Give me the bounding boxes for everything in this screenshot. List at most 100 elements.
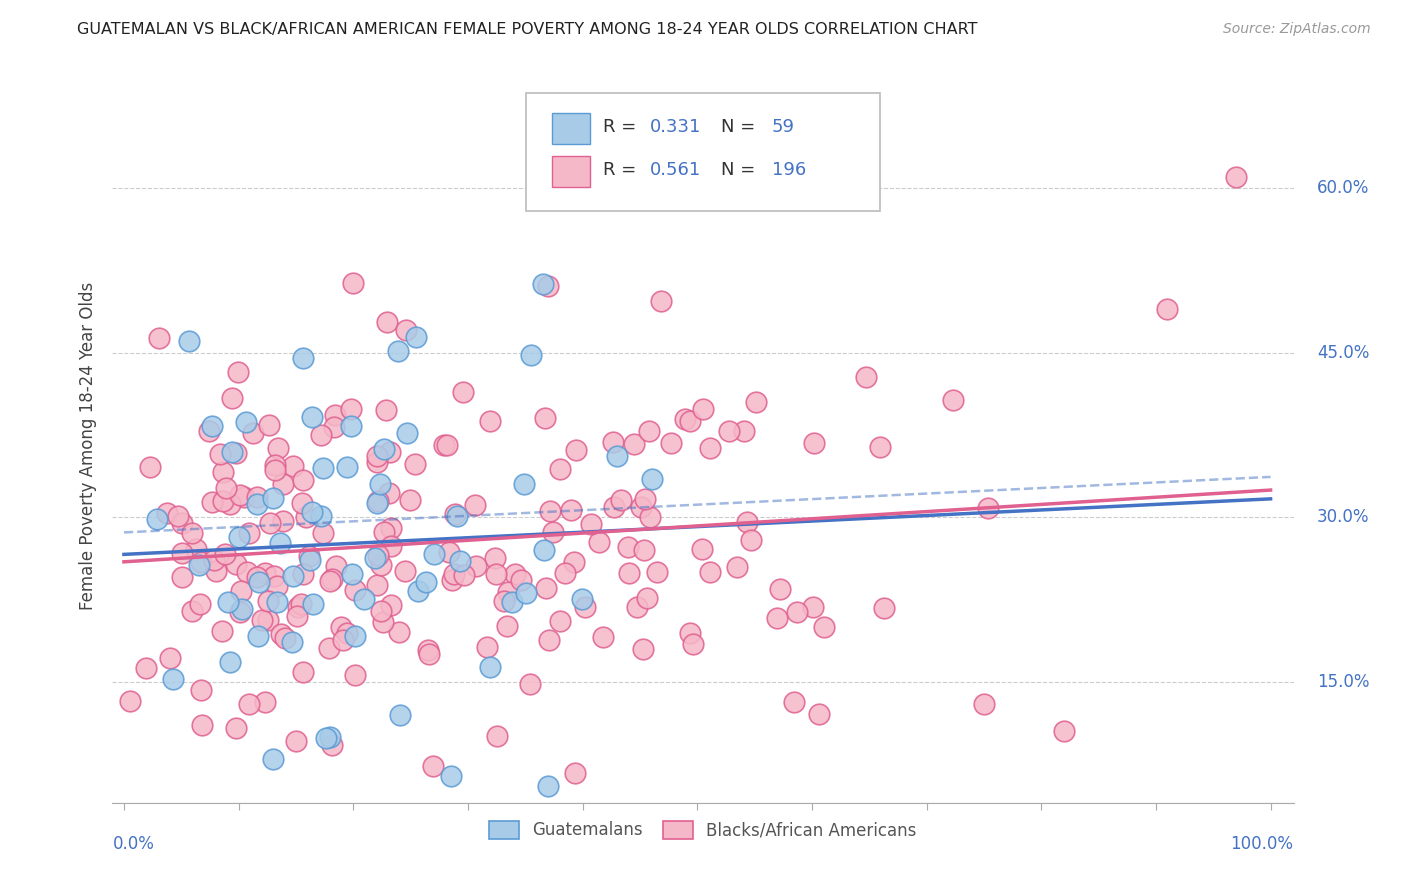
Point xyxy=(718,424,741,438)
Point xyxy=(449,554,471,568)
Point xyxy=(225,557,247,571)
Text: 0.561: 0.561 xyxy=(650,161,702,178)
Point xyxy=(266,595,288,609)
Point xyxy=(869,440,891,454)
Point xyxy=(212,493,235,508)
Point xyxy=(302,597,325,611)
Point xyxy=(242,426,264,441)
Point xyxy=(873,601,896,615)
Point xyxy=(1053,724,1076,739)
Point xyxy=(423,547,446,561)
Point xyxy=(270,627,292,641)
Point xyxy=(238,697,260,711)
Point xyxy=(512,477,534,491)
Point xyxy=(769,582,792,596)
Point xyxy=(340,419,363,434)
Point xyxy=(323,420,346,434)
Point xyxy=(531,277,554,292)
Text: GUATEMALAN VS BLACK/AFRICAN AMERICAN FEMALE POVERTY AMONG 18-24 YEAR OLDS CORREL: GUATEMALAN VS BLACK/AFRICAN AMERICAN FEM… xyxy=(77,22,977,37)
Point xyxy=(554,566,576,580)
Point xyxy=(437,545,460,559)
Point xyxy=(398,493,420,508)
Point xyxy=(740,533,762,547)
Text: 60.0%: 60.0% xyxy=(1317,179,1369,197)
Point xyxy=(330,620,353,634)
Point xyxy=(650,294,672,309)
Point xyxy=(725,560,748,574)
Point xyxy=(280,635,302,649)
Point xyxy=(503,567,526,582)
Point xyxy=(682,637,704,651)
Point xyxy=(309,427,332,442)
Point xyxy=(218,595,240,609)
Point xyxy=(287,600,309,615)
Point xyxy=(380,539,402,553)
Point xyxy=(269,535,291,549)
Point xyxy=(451,384,474,399)
Point xyxy=(659,436,682,450)
Point xyxy=(190,555,212,569)
Point xyxy=(312,526,335,541)
Point xyxy=(292,351,315,365)
Bar xyxy=(551,155,589,187)
Point xyxy=(537,279,560,293)
Point xyxy=(443,567,465,582)
Point xyxy=(538,504,561,518)
Point xyxy=(533,411,555,425)
Point xyxy=(690,542,713,557)
Point xyxy=(416,642,439,657)
Point xyxy=(273,631,295,645)
Point xyxy=(367,494,389,508)
Point xyxy=(291,665,314,680)
Point xyxy=(232,490,254,504)
Point xyxy=(229,606,252,620)
Point xyxy=(257,418,280,433)
Point xyxy=(155,506,177,520)
Point xyxy=(335,460,357,475)
Point xyxy=(211,624,233,639)
Point xyxy=(509,574,531,588)
Point xyxy=(373,615,395,629)
Point xyxy=(370,558,392,572)
Point xyxy=(344,668,367,682)
Point xyxy=(368,477,391,491)
Point xyxy=(395,425,418,440)
Point xyxy=(353,591,375,606)
Point xyxy=(264,458,287,473)
Text: 30.0%: 30.0% xyxy=(1317,508,1369,526)
Point xyxy=(433,438,456,452)
Point xyxy=(807,706,830,721)
Point xyxy=(366,578,388,592)
Point xyxy=(344,629,367,643)
Point xyxy=(218,497,240,511)
Point xyxy=(146,511,169,525)
Point xyxy=(215,481,238,495)
Point xyxy=(263,463,285,477)
Point xyxy=(342,276,364,290)
Point xyxy=(478,660,501,674)
Point xyxy=(699,441,721,455)
Point xyxy=(343,582,366,597)
Point xyxy=(465,559,488,574)
Point xyxy=(188,597,211,611)
Point xyxy=(485,567,508,582)
Point xyxy=(766,611,789,625)
Point xyxy=(494,594,516,608)
Text: R =: R = xyxy=(603,161,641,178)
Bar xyxy=(551,112,589,145)
Point xyxy=(148,331,170,345)
Text: Source: ZipAtlas.com: Source: ZipAtlas.com xyxy=(1223,22,1371,37)
Point xyxy=(325,559,347,574)
Text: 59: 59 xyxy=(772,118,794,136)
Point xyxy=(977,501,1000,516)
Point xyxy=(229,488,252,502)
Point xyxy=(214,547,236,561)
Point xyxy=(373,442,395,457)
Point xyxy=(1156,301,1178,316)
Point xyxy=(321,572,343,586)
Point xyxy=(453,568,475,582)
Point xyxy=(477,640,499,654)
Point xyxy=(249,574,271,589)
Point xyxy=(198,425,221,439)
Point xyxy=(579,517,602,532)
